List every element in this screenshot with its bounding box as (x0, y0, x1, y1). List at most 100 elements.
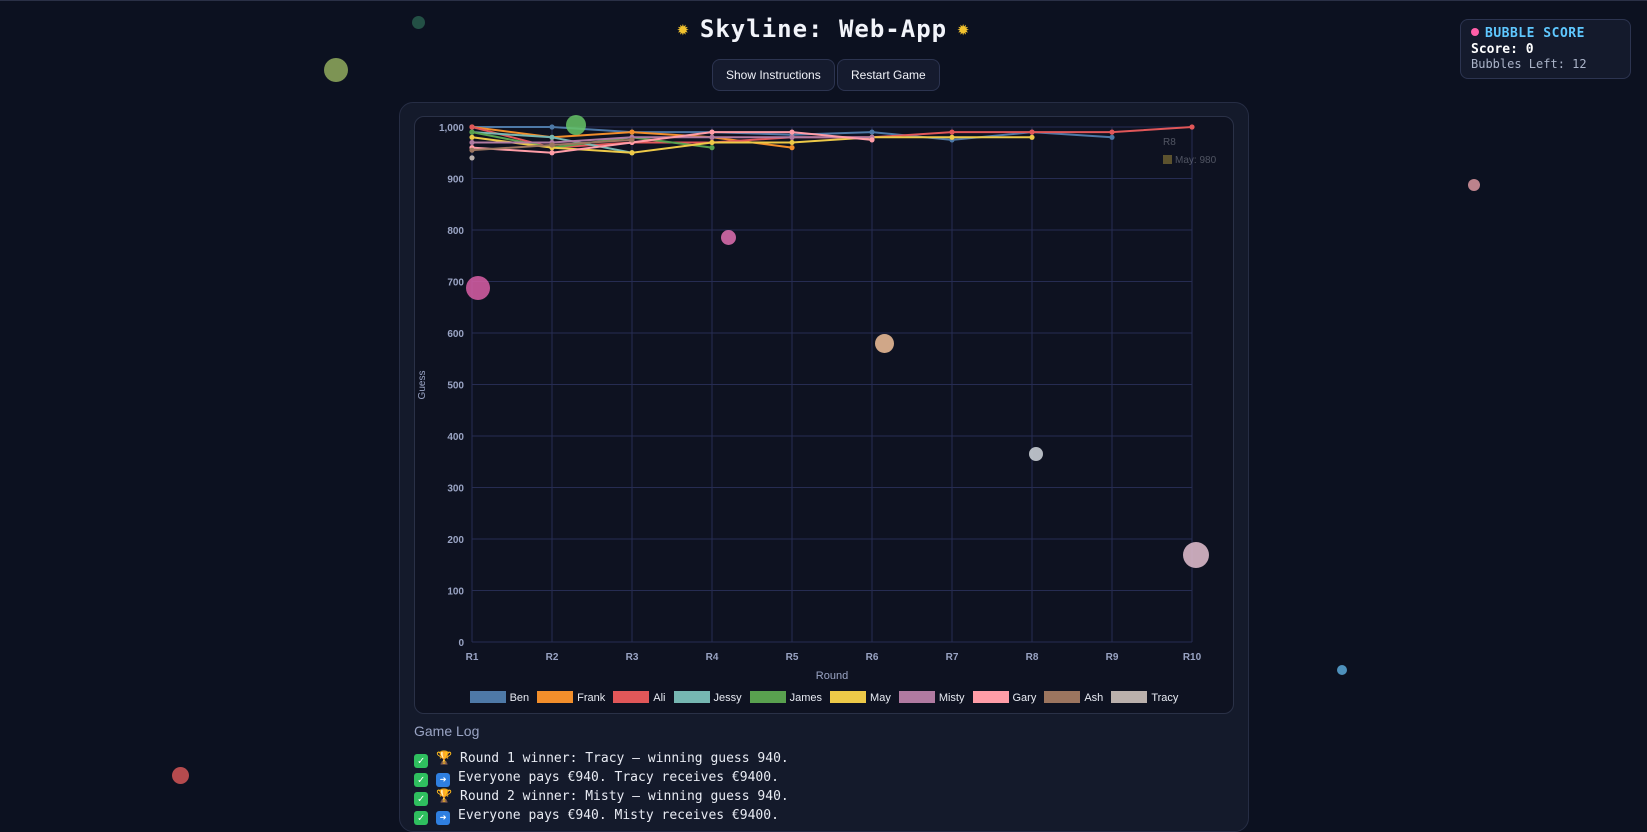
data-point[interactable] (1029, 129, 1035, 135)
data-point[interactable] (709, 145, 715, 151)
bubble[interactable] (1468, 179, 1480, 191)
x-tick-label: R4 (706, 652, 719, 663)
data-point[interactable] (1109, 134, 1115, 140)
legend-item[interactable]: Ali (613, 691, 666, 704)
log-text: Round 2 winner: Misty — winning guess 94… (460, 789, 789, 804)
data-point[interactable] (629, 137, 635, 143)
data-point[interactable] (789, 134, 795, 140)
legend-item[interactable]: Misty (898, 691, 965, 704)
data-point[interactable] (549, 150, 555, 156)
game-log-title: Game Log (414, 723, 480, 739)
series-line (471, 136, 1032, 154)
score-label: Score: (1471, 42, 1518, 57)
line-chart: 0 100 200 300 400 500 600 700 800 900 1,000 R1 R2 R3… (417, 123, 1217, 682)
legend-item[interactable]: Ben (469, 691, 529, 704)
data-point[interactable] (949, 129, 955, 135)
legend-item[interactable]: Ash (1044, 691, 1103, 704)
show-instructions-button[interactable]: Show Instructions (712, 59, 835, 91)
check-icon: ✓ (414, 811, 428, 825)
legend-label: Ash (1084, 692, 1104, 704)
bubble[interactable] (1029, 447, 1043, 461)
check-icon: ✓ (414, 792, 428, 806)
series-line (471, 131, 873, 154)
page-title: ✹ Skyline: Web-App ✹ (0, 15, 1647, 43)
x-tick-label: R5 (786, 652, 799, 663)
data-point[interactable] (469, 155, 475, 161)
score-value: 0 (1525, 42, 1534, 57)
legend-item[interactable]: Tracy (1111, 691, 1178, 704)
check-icon: ✓ (414, 754, 428, 768)
series-tracy (469, 155, 475, 161)
legend-label: Misty (938, 692, 965, 704)
data-point[interactable] (709, 134, 715, 140)
legend-item[interactable]: Jessy (673, 691, 742, 704)
y-tick-label: 600 (447, 329, 464, 340)
legend-item[interactable]: Gary (972, 691, 1037, 704)
data-point[interactable] (1189, 124, 1195, 130)
data-point[interactable] (469, 139, 475, 146)
legend-swatch (898, 691, 935, 703)
legend-item[interactable]: Frank (537, 691, 605, 704)
x-axis-ticks: R1 R2 R3 R4 R5 R6 R7 R8 R9 R10 (466, 652, 1202, 663)
legend-label: Jessy (713, 692, 742, 704)
y-tick-label: 500 (447, 381, 464, 392)
bubble[interactable] (720, 229, 736, 245)
bubble-icon (1471, 28, 1479, 36)
legend-swatch (830, 691, 867, 703)
y-tick-label: 200 (447, 535, 464, 546)
data-point[interactable] (469, 129, 475, 135)
bubble[interactable] (1183, 542, 1209, 568)
bubble[interactable] (171, 766, 189, 784)
bubble[interactable] (466, 276, 490, 300)
legend-swatch (1044, 691, 1081, 703)
data-point[interactable] (789, 139, 795, 146)
legend-label: Gary (1012, 692, 1037, 704)
data-point[interactable] (469, 147, 475, 153)
bubble[interactable] (566, 115, 586, 135)
bubble[interactable] (411, 15, 425, 29)
arrow-right-icon: ➜ (436, 811, 450, 825)
data-point[interactable] (1029, 134, 1035, 140)
tooltip-text: May: 980 (1175, 155, 1217, 166)
legend-swatch (673, 691, 710, 703)
data-point[interactable] (709, 129, 715, 135)
data-point[interactable] (469, 134, 475, 140)
data-point[interactable] (789, 129, 795, 135)
data-point[interactable] (549, 142, 555, 148)
bubble-score-panel: BUBBLE SCORE Score: 0 Bubbles Left: 12 (1460, 19, 1631, 79)
bubbles-left-label: Bubbles Left: (1471, 57, 1565, 71)
sun-icon: ✹ (957, 16, 971, 40)
series-lines (469, 124, 1195, 161)
data-point[interactable] (469, 124, 475, 130)
data-point[interactable] (869, 129, 875, 135)
legend-swatch (1111, 691, 1148, 703)
x-tick-label: R3 (626, 652, 639, 663)
data-point[interactable] (549, 124, 555, 130)
data-point[interactable] (949, 134, 955, 140)
x-tick-label: R8 (1026, 652, 1039, 663)
y-tick-label: 300 (447, 484, 464, 495)
data-point[interactable] (709, 139, 715, 146)
legend-swatch (613, 691, 650, 703)
data-point[interactable] (629, 129, 635, 135)
check-icon: ✓ (414, 773, 428, 787)
y-tick-label: 800 (447, 226, 464, 237)
y-tick-label: 1,000 (439, 123, 464, 134)
legend-swatch (972, 691, 1009, 703)
data-point[interactable] (789, 145, 795, 151)
bubble[interactable] (874, 333, 894, 353)
data-point[interactable] (1109, 129, 1115, 135)
log-entry: ✓ 🏆 Round 1 winner: Tracy — winning guess … (414, 751, 789, 770)
bubble[interactable] (1337, 665, 1347, 675)
legend-item[interactable]: May (830, 691, 891, 704)
legend-label: May (870, 692, 891, 704)
legend-item[interactable]: James (749, 691, 822, 704)
log-text: Round 1 winner: Tracy — winning guess 94… (460, 751, 789, 766)
restart-game-button[interactable]: Restart Game (837, 59, 940, 91)
data-point[interactable] (629, 150, 635, 156)
bubble[interactable] (324, 58, 348, 82)
data-point[interactable] (549, 134, 555, 140)
data-point[interactable] (869, 137, 875, 143)
series-ash (469, 137, 635, 153)
x-tick-label: R9 (1106, 652, 1119, 663)
